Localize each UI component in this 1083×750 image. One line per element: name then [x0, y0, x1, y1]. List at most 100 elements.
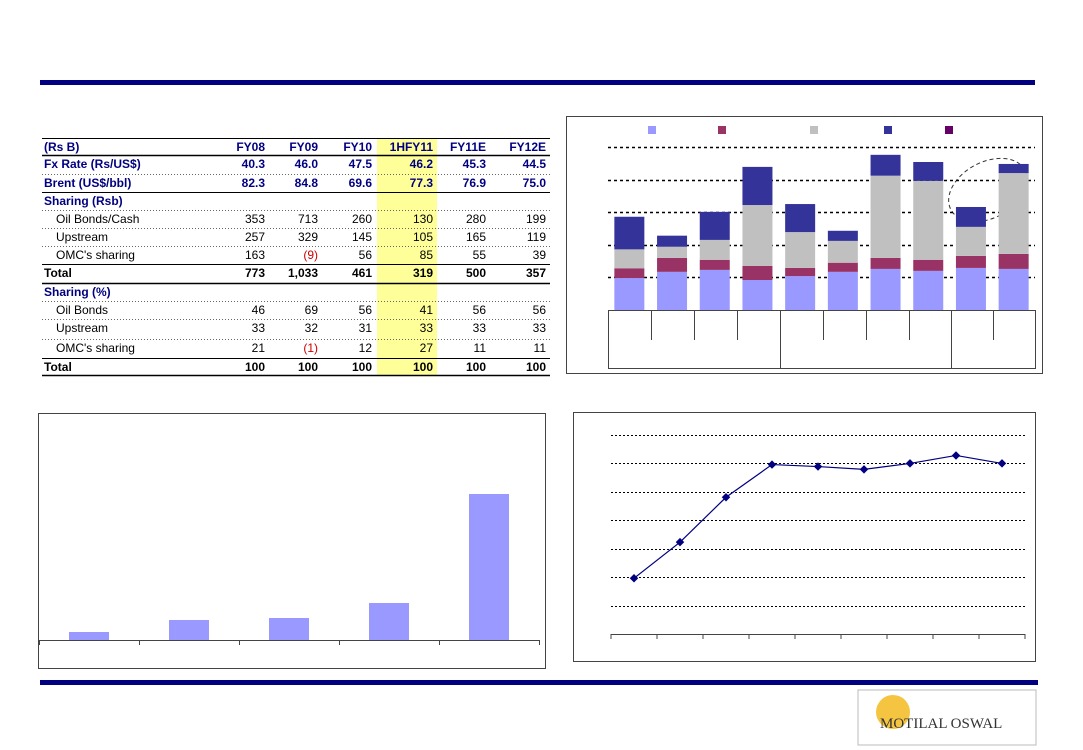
- row-label: Sharing (%): [44, 285, 111, 299]
- bar-segment: [870, 257, 901, 269]
- bar-segment: [998, 268, 1029, 310]
- row-label: Oil Bonds: [56, 303, 109, 317]
- row-label: OMC's sharing: [56, 341, 135, 355]
- bar-segment: [785, 204, 816, 233]
- bar-segment: [785, 276, 816, 310]
- table-cell: 100: [351, 360, 372, 374]
- bar: [469, 494, 509, 640]
- bar-segment: [657, 257, 688, 272]
- bar-segment: [998, 253, 1029, 269]
- table-cell: 46: [251, 303, 265, 317]
- table-cell: 353: [244, 212, 265, 226]
- bar-segment: [742, 280, 773, 310]
- legend-swatch: [648, 126, 656, 134]
- bar-segment: [998, 173, 1029, 254]
- bar-segment: [614, 268, 645, 279]
- table-cell: 713: [297, 212, 318, 226]
- bar-segment: [657, 271, 688, 310]
- marker: [813, 462, 823, 471]
- table-cell: 45.3: [462, 157, 486, 171]
- table-cell: 357: [525, 266, 546, 280]
- table-cell: 56: [358, 303, 372, 317]
- table-cell: 11: [473, 341, 486, 355]
- bar-segment: [785, 232, 816, 268]
- row-label: OMC's sharing: [56, 248, 135, 262]
- row-label: Oil Bonds/Cash: [56, 212, 140, 226]
- table-cell: 100: [297, 360, 318, 374]
- table-cell: 100: [244, 360, 265, 374]
- bar-segment: [614, 278, 645, 310]
- table-cell: (1): [303, 341, 318, 355]
- table-cell: 76.9: [462, 176, 486, 190]
- bar-segment: [699, 239, 730, 260]
- logo-icon: [876, 695, 910, 729]
- row-label: Total: [44, 360, 72, 374]
- row-label: Brent (US$/bbl): [44, 176, 132, 190]
- table-cell: 280: [465, 212, 486, 226]
- table-cell: 1,033: [287, 266, 318, 280]
- table-cell: 33: [419, 321, 433, 335]
- table-cell: 33: [251, 321, 265, 335]
- bar-segment: [785, 267, 816, 277]
- header-cell: 1HFY11: [389, 140, 433, 154]
- bar-segment: [742, 166, 773, 206]
- table-cell: 33: [472, 321, 486, 335]
- panel: [566, 116, 1043, 374]
- logo-text: MOTILAL OSWAL: [880, 716, 1002, 732]
- bar-segment: [614, 249, 645, 269]
- table-cell: 46.2: [409, 157, 433, 171]
- marker: [951, 451, 961, 460]
- header-cell: FY09: [289, 140, 318, 154]
- table-cell: 75.0: [522, 176, 546, 190]
- marker: [721, 493, 731, 502]
- bar-segment: [955, 226, 986, 256]
- bar-segment: [699, 269, 730, 310]
- table-cell: 100: [412, 360, 433, 374]
- header-cell: FY08: [236, 140, 265, 154]
- table-cell: 260: [351, 212, 372, 226]
- table-cell: 85: [419, 248, 433, 262]
- marker: [675, 537, 685, 547]
- bar: [69, 632, 109, 640]
- bar-segment: [657, 246, 688, 258]
- table-cell: 41: [419, 303, 433, 317]
- header-cell: FY11E: [449, 140, 486, 154]
- table-cell: 46.0: [294, 157, 318, 171]
- table-cell: 84.8: [294, 176, 318, 190]
- bar-segment: [699, 211, 730, 240]
- table-cell: 105: [412, 230, 433, 244]
- top-rule: [40, 80, 1035, 85]
- table-cell: 55: [472, 248, 486, 262]
- bar: [169, 620, 209, 640]
- row-label: Fx Rate (Rs/US$): [44, 157, 141, 171]
- bar: [269, 618, 309, 640]
- row-label: Upstream: [56, 321, 109, 335]
- bar-segment: [870, 268, 901, 310]
- legend-swatch: [718, 126, 726, 134]
- bar-segment: [913, 259, 944, 271]
- table-cell: 145: [351, 230, 372, 244]
- bar-segment: [614, 216, 645, 250]
- table-cell: 773: [244, 266, 265, 280]
- highlight-column: [377, 138, 437, 375]
- table-cell: 165: [465, 230, 486, 244]
- row-label: Total: [44, 266, 72, 280]
- table-cell: 82.3: [241, 176, 265, 190]
- header-cell: (Rs B): [44, 140, 80, 154]
- bar-segment: [955, 206, 986, 227]
- table-cell: 130: [412, 212, 433, 226]
- table-cell: 39: [532, 248, 546, 262]
- bar-segment: [827, 262, 858, 272]
- table-cell: 100: [465, 360, 486, 374]
- header-cell: FY10: [343, 140, 372, 154]
- marker: [997, 459, 1007, 468]
- bar-segment: [870, 175, 901, 258]
- bar-segment: [827, 240, 858, 263]
- bar-segment: [913, 161, 944, 181]
- table-cell: 500: [465, 266, 486, 280]
- table-cell: (9): [303, 248, 318, 262]
- bar-segment: [913, 180, 944, 260]
- bar-segment: [870, 154, 901, 176]
